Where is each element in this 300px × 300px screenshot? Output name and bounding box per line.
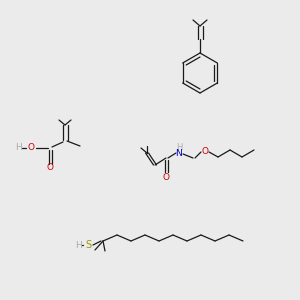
Text: N: N	[176, 149, 182, 158]
Text: H: H	[15, 143, 21, 152]
Text: H: H	[75, 241, 81, 250]
Text: O: O	[202, 148, 208, 157]
Text: O: O	[28, 143, 34, 152]
Text: O: O	[46, 164, 53, 172]
Text: S: S	[85, 240, 91, 250]
Text: O: O	[163, 172, 170, 182]
Text: H: H	[176, 143, 182, 152]
